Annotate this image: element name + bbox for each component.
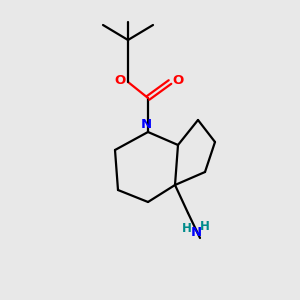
Text: N: N	[190, 226, 202, 239]
Text: O: O	[114, 74, 126, 88]
Text: H: H	[182, 221, 192, 235]
Text: H: H	[200, 220, 210, 232]
Text: N: N	[140, 118, 152, 131]
Text: O: O	[172, 74, 184, 88]
